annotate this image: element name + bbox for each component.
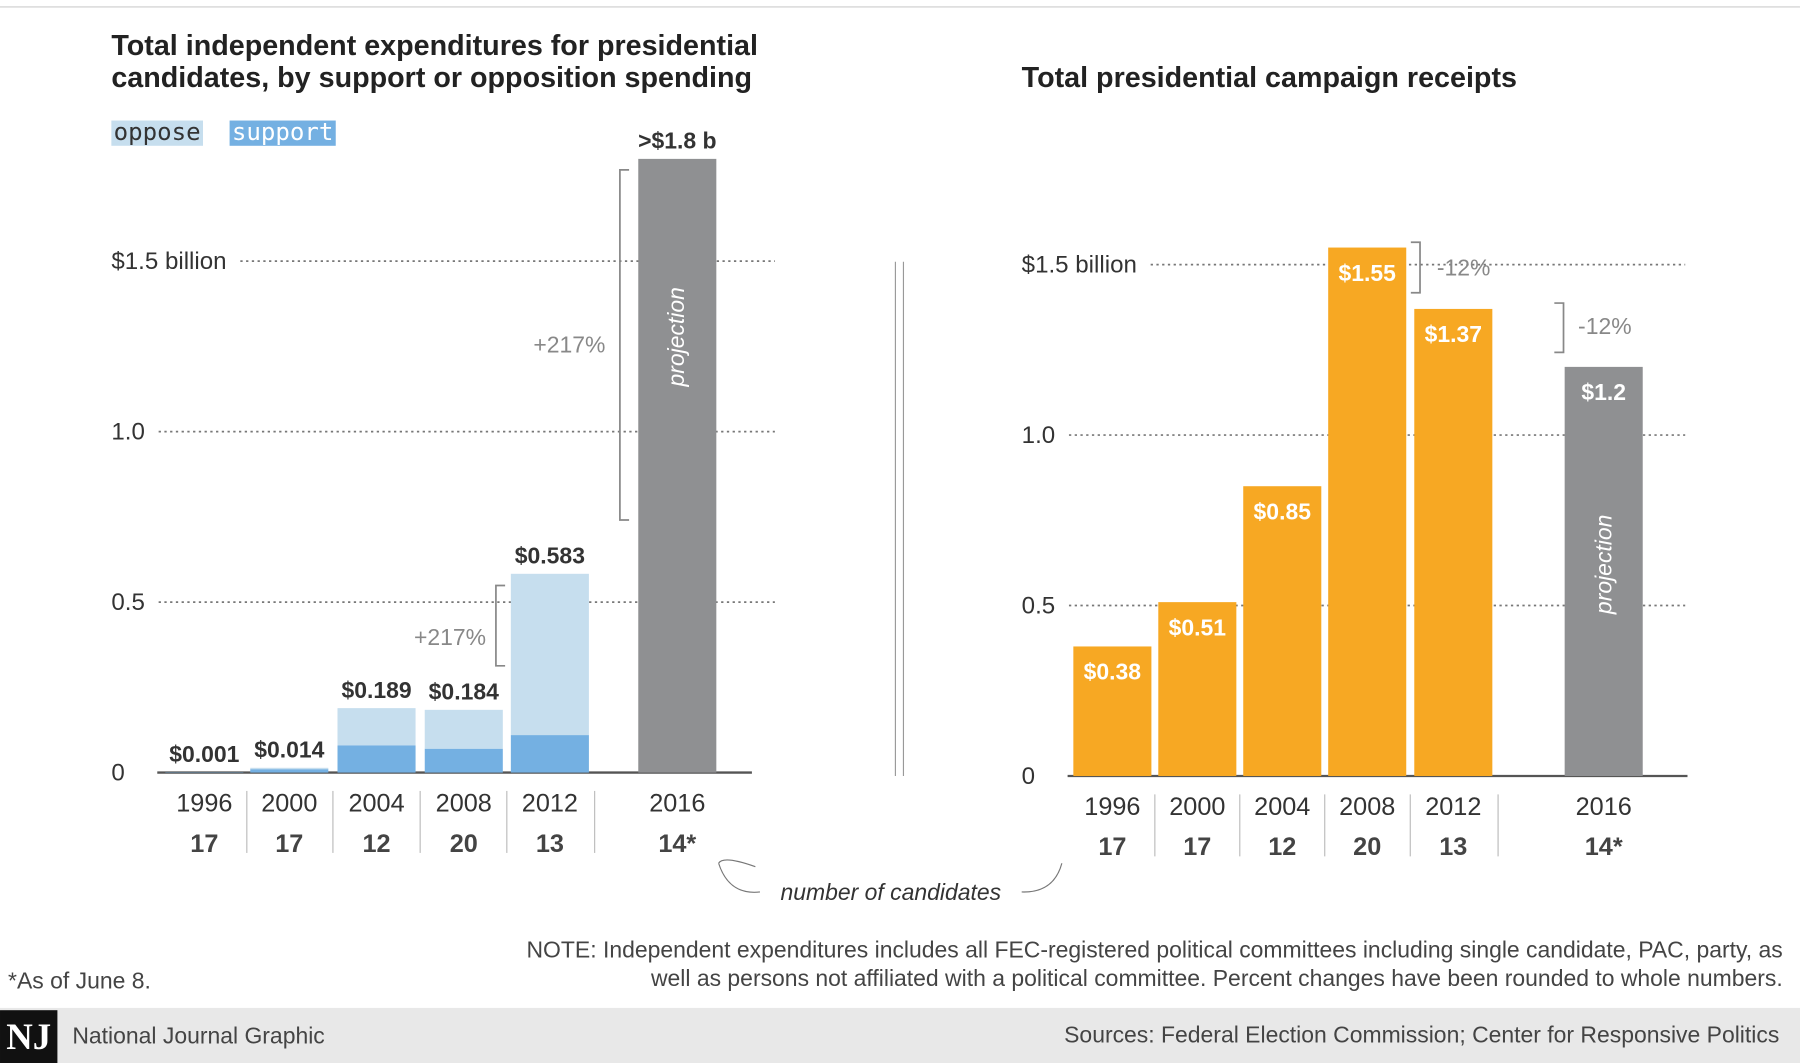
x-tick-label: 1996	[176, 790, 232, 818]
arrow	[1021, 863, 1063, 893]
y-tick-label: 1.0	[111, 419, 145, 446]
x-tick-label: 2004	[1254, 793, 1310, 821]
bar-segment	[510, 573, 589, 736]
title: Total presidential campaign receipts	[1022, 62, 1517, 94]
bar	[1328, 247, 1407, 777]
x-tick-label: 1996	[1084, 793, 1140, 821]
bracket	[495, 584, 506, 667]
projection-bar	[638, 158, 717, 773]
y-tick-label: 0	[1022, 763, 1035, 790]
legend-label: support	[232, 118, 334, 146]
value-label: $0.001	[169, 741, 239, 767]
bracket	[1410, 241, 1421, 294]
candidates: 14*	[658, 830, 696, 858]
candidates: 13	[536, 830, 564, 858]
candidates: 17	[190, 830, 218, 858]
candidates: 17	[275, 830, 303, 858]
value-label: $0.014	[254, 736, 324, 762]
note: NOTE: Independent expenditures includes …	[527, 936, 1783, 962]
bar	[1414, 308, 1493, 777]
bar-segment	[250, 769, 329, 773]
projection-label: projection	[663, 287, 689, 387]
value-label: $0.189	[341, 677, 411, 703]
footer	[0, 1007, 1800, 1063]
title: Total independent expenditures for presi…	[111, 30, 758, 62]
logo-box	[0, 1010, 58, 1063]
candidates: 13	[1439, 833, 1467, 861]
bar-segment	[424, 709, 503, 749]
legend-swatch	[229, 120, 336, 146]
candidates: 20	[450, 830, 478, 858]
y-tick-label: 0.5	[111, 589, 145, 616]
footnote: *As of June 8.	[8, 967, 151, 993]
sources: Sources: Federal Election Commission; Ce…	[1064, 1021, 1779, 1047]
bar-segment	[337, 745, 416, 773]
annotation: -12%	[1437, 255, 1491, 281]
candidates: 14*	[1585, 833, 1623, 861]
bar	[1073, 646, 1152, 777]
y-tick-label: 0	[111, 760, 124, 787]
candidates: 20	[1353, 833, 1381, 861]
value-label: $1.37	[1425, 321, 1482, 347]
y-tick-label: $1.5 billion	[111, 248, 226, 275]
bar	[1564, 366, 1643, 777]
y-tick-label: 0.5	[1022, 593, 1056, 620]
candidates: 12	[362, 830, 390, 858]
x-tick-label: 2016	[1576, 793, 1632, 821]
x-tick-label: 2008	[1339, 793, 1395, 821]
legend-label: oppose	[114, 118, 201, 146]
note: well as persons not affiliated with a po…	[650, 965, 1783, 991]
x-tick-label: 2008	[436, 790, 492, 818]
bar-segment	[250, 767, 329, 770]
bar-segment	[510, 735, 589, 773]
x-tick-label: 2000	[1169, 793, 1225, 821]
candidates: 17	[1183, 833, 1211, 861]
x-tick-label: 2012	[522, 790, 578, 818]
y-tick-label: 1.0	[1022, 422, 1056, 449]
candidates: 12	[1268, 833, 1296, 861]
x-tick-label: 2000	[261, 790, 317, 818]
value-label: $1.2	[1581, 379, 1626, 405]
x-tick-label: 2012	[1425, 793, 1481, 821]
candidates-label: number of candidates	[781, 879, 1002, 905]
value-label: $0.184	[429, 679, 499, 705]
bar	[1243, 486, 1322, 777]
value-label: $0.583	[515, 542, 585, 568]
annotation: -12%	[1578, 313, 1632, 339]
projection-label: projection	[1591, 515, 1617, 615]
value-label: >$1.8 b	[638, 128, 716, 154]
arrow	[718, 859, 761, 893]
bracket	[619, 169, 630, 521]
value-label: $0.38	[1084, 659, 1142, 685]
legend-swatch	[111, 120, 203, 146]
bar-segment	[337, 708, 416, 746]
annotation: +217%	[414, 624, 486, 650]
title: candidates, by support or opposition spe…	[111, 62, 752, 94]
bracket	[1554, 302, 1565, 354]
value-label: $0.51	[1169, 614, 1227, 640]
x-tick-label: 2004	[348, 790, 404, 818]
credit: National Journal Graphic	[72, 1022, 324, 1048]
value-label: $1.55	[1339, 260, 1397, 286]
logo: NJ	[6, 1016, 51, 1057]
bar-segment	[424, 748, 503, 773]
annotation: +217%	[533, 331, 605, 357]
bar	[1158, 602, 1237, 777]
candidates: 17	[1098, 833, 1126, 861]
x-tick-label: 2016	[649, 790, 705, 818]
y-tick-label: $1.5 billion	[1022, 252, 1137, 279]
value-label: $0.85	[1254, 499, 1312, 525]
